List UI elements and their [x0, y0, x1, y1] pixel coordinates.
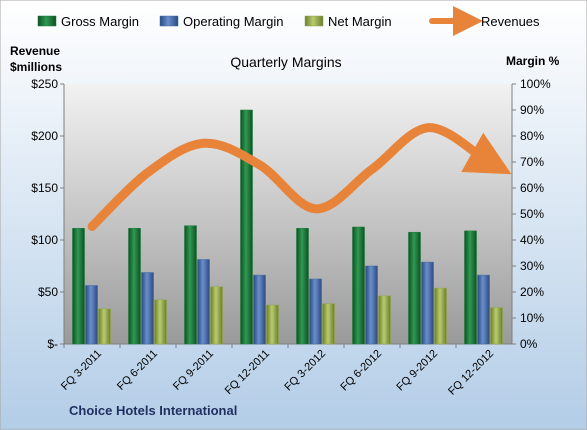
bar-net-margin [322, 303, 335, 345]
left-axis-label-line1: Revenue [10, 44, 60, 58]
legend-label-operating-margin: Operating Margin [183, 14, 283, 29]
bar-operating-margin [197, 259, 210, 345]
bar-group [128, 228, 167, 345]
bar-group [296, 228, 335, 345]
bar-group [464, 230, 503, 345]
legend: Gross Margin Operating Margin Net Margin Re… [37, 6, 540, 36]
bar-gross-margin [464, 230, 477, 345]
right-tick-label: 10% [520, 311, 544, 325]
bar-net-margin [434, 287, 447, 345]
legend-swatch-operating-margin [159, 15, 179, 27]
bar-operating-margin [253, 274, 266, 345]
legend-label-net-margin: Net Margin [328, 14, 392, 29]
right-tick-label: 40% [520, 233, 544, 247]
bar-group [72, 228, 111, 345]
bar-net-margin [210, 286, 223, 345]
left-axis-ticks: $- $50 $100 $150 $200 $250 [31, 77, 65, 351]
bar-net-margin [266, 304, 279, 345]
right-tick-label: 0% [520, 337, 538, 351]
legend-swatch-net-margin [304, 15, 324, 27]
bar-group [408, 231, 447, 345]
right-tick-label: 60% [520, 181, 544, 195]
bar-operating-margin [85, 285, 98, 345]
right-tick-label: 100% [520, 77, 551, 91]
bar-gross-margin [184, 225, 197, 345]
left-tick-label: $250 [31, 77, 58, 91]
bar-gross-margin [240, 109, 253, 345]
bar-net-margin [154, 299, 167, 345]
bar-gross-margin [296, 228, 309, 345]
left-tick-label: $- [47, 337, 58, 351]
bar-operating-margin [141, 272, 154, 345]
footnote: Choice Hotels International [69, 403, 237, 418]
bar-groups [72, 109, 503, 345]
chart-title: Quarterly Margins [230, 54, 341, 70]
right-tick-label: 70% [520, 155, 544, 169]
bar-gross-margin [352, 226, 365, 345]
left-tick-label: $100 [31, 233, 58, 247]
left-tick-label: $200 [31, 129, 58, 143]
right-tick-label: 90% [520, 103, 544, 117]
right-axis-label: Margin % [506, 54, 560, 68]
bar-operating-margin [421, 261, 434, 345]
left-tick-label: $50 [38, 285, 58, 299]
bar-operating-margin [477, 274, 490, 345]
bar-gross-margin [408, 231, 421, 345]
right-tick-label: 80% [520, 129, 544, 143]
left-axis-label-line2: $millions [10, 60, 62, 74]
legend-swatch-gross-margin [37, 15, 57, 27]
legend-label-gross-margin: Gross Margin [61, 14, 139, 29]
bar-gross-margin [72, 228, 85, 345]
bar-net-margin [378, 295, 391, 345]
bar-group [352, 226, 391, 345]
right-tick-label: 30% [520, 259, 544, 273]
bar-operating-margin [309, 278, 322, 345]
bar-net-margin [490, 307, 503, 345]
revenue-line-layer [87, 123, 512, 231]
right-tick-label: 20% [520, 285, 544, 299]
bar-net-margin [98, 308, 111, 345]
bar-group [184, 225, 223, 345]
legend-label-revenues: Revenues [481, 14, 540, 29]
right-tick-label: 50% [520, 207, 544, 221]
left-tick-label: $150 [31, 181, 58, 195]
revenue-line [87, 123, 512, 231]
bar-group [240, 109, 279, 345]
bar-operating-margin [365, 265, 378, 345]
bar-gross-margin [128, 228, 141, 345]
